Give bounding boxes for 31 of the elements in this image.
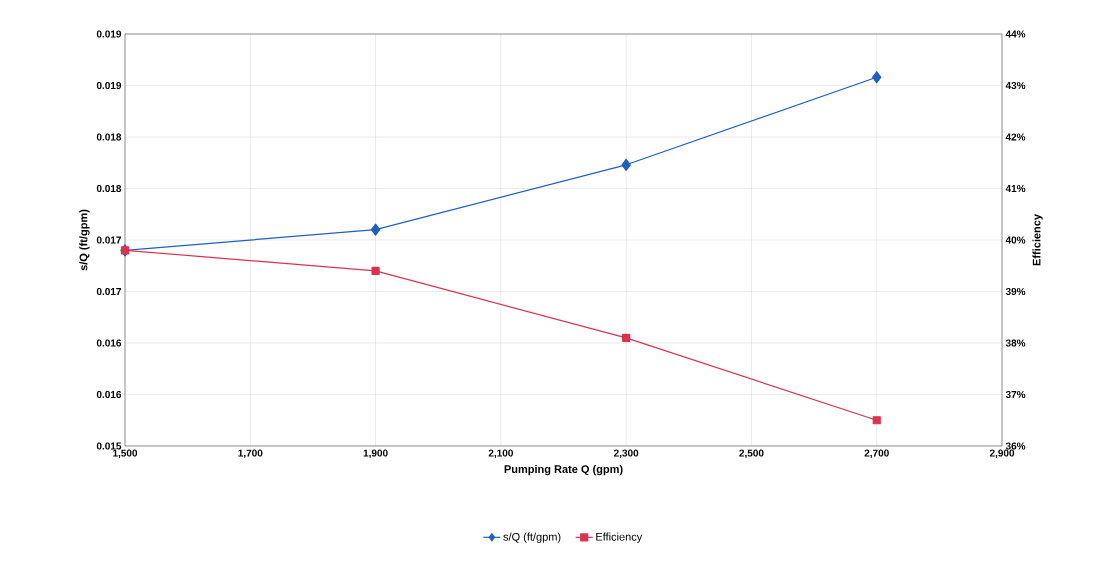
y2-tick-label: 42% [1005,133,1026,141]
legend-label: Efficiency [596,532,643,543]
y-axis-title: s/Q (ft/gpm) [79,209,90,271]
x-tick-label: 2,500 [739,449,764,459]
x-tick-label: 1,500 [113,449,138,459]
y-tick-label: 0.018 [96,184,122,193]
y2-tick-label: 41% [1005,184,1026,193]
x-tick-label: 1,900 [363,449,388,459]
x-tick-label: 1,700 [238,449,263,459]
y2-tick-label: 43% [1005,81,1026,90]
legend-label: s/Q (ft/gpm) [503,532,561,543]
y-tick-label: 0.017 [96,287,122,296]
x-tick-label: 2,700 [864,449,889,459]
y-tick-label: 0.019 [96,30,122,38]
y2-tick-label: 44% [1005,30,1026,38]
y-tick-label: 0.016 [96,390,122,399]
y2-tick-label: 36% [1005,442,1026,450]
y2-tick-label: 40% [1005,236,1026,244]
y2-tick-label: 39% [1005,287,1026,296]
y-tick-label: 0.018 [96,133,122,141]
y-tick-label: 0.019 [96,81,122,90]
y2-tick-label: 37% [1005,390,1026,399]
x-tick-label: 2,100 [488,449,513,459]
x-axis-title: Pumping Rate Q (gpm) [504,464,623,476]
y2-axis-title: Efficiency [1032,214,1043,266]
y-tick-label: 0.016 [96,339,122,347]
y-tick-label: 0.017 [96,236,122,244]
y2-tick-label: 38% [1005,339,1026,347]
x-tick-label: 2,900 [989,449,1015,459]
y-tick-label: 0.015 [96,442,122,450]
x-tick-label: 2,300 [613,449,639,459]
